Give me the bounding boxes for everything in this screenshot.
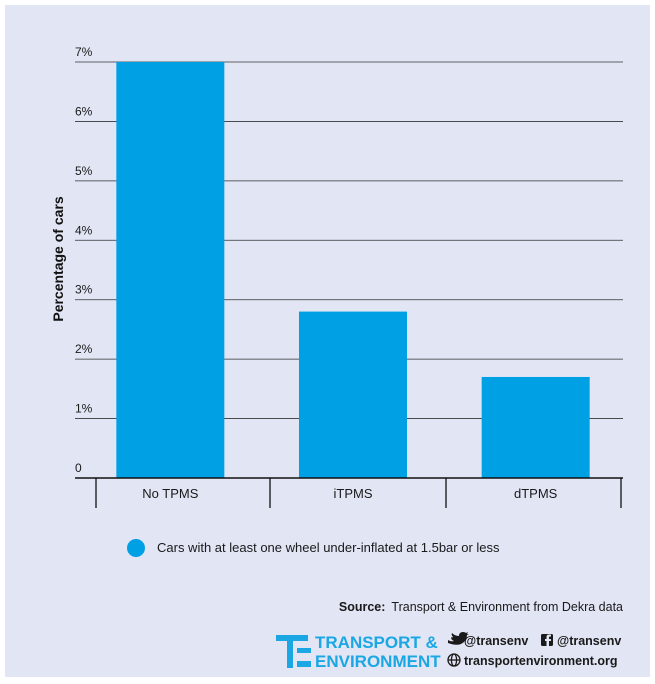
bar	[116, 62, 225, 478]
twitter-icon	[448, 632, 469, 645]
facebook-icon	[541, 634, 553, 646]
source-text: Transport & Environment from Dekra data	[391, 600, 623, 614]
y-tick-label: 7%	[75, 45, 93, 59]
globe-icon	[447, 653, 461, 667]
brand-line-1: TRANSPORT &	[315, 633, 438, 652]
y-tick-label: 2%	[75, 342, 93, 356]
source-label: Source:	[339, 600, 386, 614]
y-tick-label: 0	[75, 461, 82, 475]
x-category-label: dTPMS	[514, 486, 558, 501]
te-logo-icon	[276, 635, 311, 668]
x-category-label: No TPMS	[142, 486, 198, 501]
bar	[299, 311, 407, 478]
y-tick-label: 3%	[75, 283, 93, 297]
x-axis	[75, 477, 623, 508]
y-tick-labels: 0 1% 2% 3% 4% 5% 6% 7%	[75, 45, 93, 475]
x-category-label: iTPMS	[334, 486, 373, 501]
twitter-handle[interactable]: @transenv	[464, 634, 528, 648]
legend-label: Cars with at least one wheel under-infla…	[157, 540, 500, 555]
website-link[interactable]: transportenvironment.org	[464, 654, 618, 668]
brand-line-2: ENVIRONMENT	[315, 652, 441, 671]
y-tick-label: 6%	[75, 104, 93, 118]
y-axis-label: Percentage of cars	[50, 196, 66, 321]
y-tick-label: 1%	[75, 402, 93, 416]
facebook-handle[interactable]: @transenv	[557, 634, 621, 648]
bars	[116, 62, 590, 478]
legend-marker	[127, 539, 145, 557]
source-line: Source: Transport & Environment from Dekr…	[339, 600, 623, 614]
y-tick-label: 4%	[75, 223, 93, 237]
y-tick-label: 5%	[75, 164, 93, 178]
x-category-labels: No TPMS iTPMS dTPMS	[142, 486, 557, 501]
bar	[481, 376, 590, 478]
